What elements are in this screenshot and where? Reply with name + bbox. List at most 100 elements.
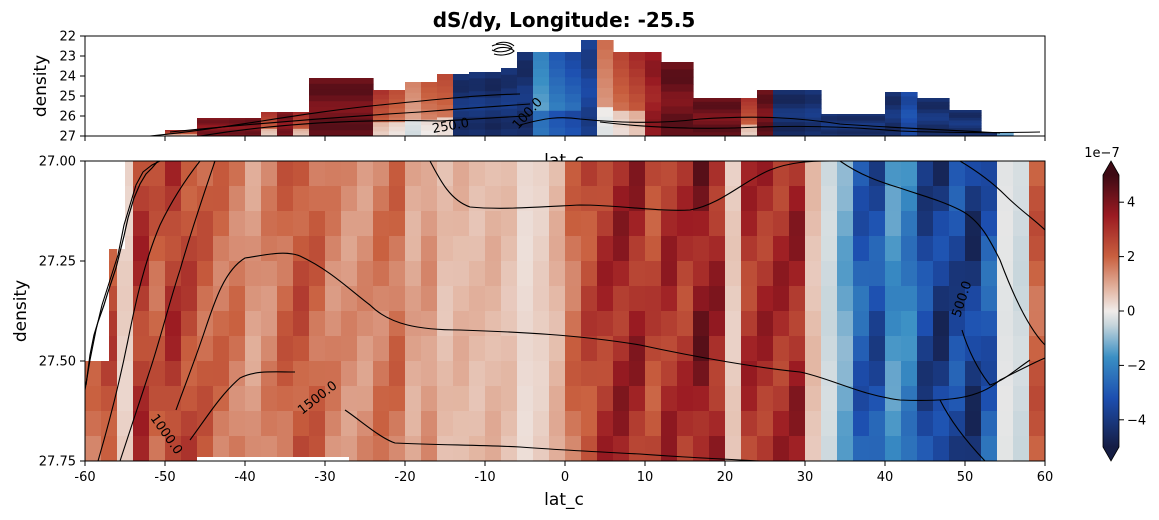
heatmap-cell (949, 211, 966, 237)
heatmap-cell (117, 411, 134, 437)
heatmap-cell (325, 83, 342, 91)
heatmap-cell (629, 186, 646, 212)
heatmap-cell (565, 94, 582, 103)
heatmap-cell (357, 107, 374, 114)
heatmap-cell (309, 101, 326, 108)
heatmap-cell (389, 211, 406, 237)
heatmap-cell (421, 109, 438, 115)
y-tick-label: 24 (59, 70, 76, 85)
heatmap-cell (965, 112, 982, 116)
heatmap-cell (917, 161, 934, 187)
heatmap-cell (469, 129, 486, 136)
heatmap-cell (277, 112, 294, 115)
heatmap-cell (165, 161, 182, 187)
heatmap-cell (1029, 211, 1045, 237)
heatmap-cell (949, 123, 966, 127)
heatmap-cell (933, 361, 950, 387)
bottom-contour-line (189, 371, 296, 441)
heatmap-cell (917, 132, 934, 136)
heatmap-cell (293, 261, 310, 287)
heatmap-cell (773, 361, 790, 387)
heatmap-cell (661, 62, 678, 70)
heatmap-cell (453, 111, 470, 118)
heatmap-cell (805, 131, 822, 136)
heatmap-cell (677, 236, 694, 262)
heatmap-cell (533, 60, 550, 70)
heatmap-cell (869, 261, 886, 287)
heatmap-cell (949, 436, 966, 461)
heatmap-cell (213, 411, 230, 437)
heatmap-cell (277, 211, 294, 237)
heatmap-cell (117, 361, 134, 387)
heatmap-cell (869, 361, 886, 387)
heatmap-cell (821, 114, 838, 117)
heatmap-cell (1029, 186, 1045, 212)
heatmap-cell (1029, 386, 1045, 412)
heatmap-cell (821, 361, 838, 387)
bottom-contour-line (839, 161, 1045, 346)
heatmap-cell (757, 261, 774, 287)
heatmap-cell (117, 436, 134, 461)
heatmap-cell (837, 125, 854, 128)
heatmap-cell (917, 105, 934, 110)
heatmap-cell (165, 411, 182, 437)
heatmap-cell (789, 122, 806, 128)
heatmap-cell (1029, 411, 1045, 437)
heatmap-cell (453, 336, 470, 362)
heatmap-cell (757, 103, 774, 109)
heatmap-cell (325, 130, 342, 136)
heatmap-cell (501, 88, 518, 96)
heatmap-cell (901, 109, 918, 115)
heatmap-cell (869, 161, 886, 187)
heatmap-cell (789, 94, 806, 100)
heatmap-cell (325, 89, 342, 96)
heatmap-cell (581, 107, 598, 118)
heatmap-cell (245, 311, 262, 337)
heatmap-cell (725, 311, 742, 337)
heatmap-cell (837, 118, 854, 122)
heatmap-cell (629, 52, 646, 61)
heatmap-cell (933, 286, 950, 312)
heatmap-cell (965, 211, 982, 237)
heatmap-cell (405, 361, 422, 387)
heatmap-cell (165, 336, 182, 362)
heatmap-cell (501, 211, 518, 237)
heatmap-cell (757, 286, 774, 312)
heatmap-cell (1013, 336, 1030, 362)
heatmap-cell (549, 85, 566, 95)
heatmap-cell (533, 77, 550, 87)
heatmap-cell (885, 286, 902, 312)
heatmap-cell (933, 411, 950, 437)
heatmap-cell (197, 119, 214, 123)
x-tick-label: -10 (474, 470, 495, 485)
heatmap-cell (485, 186, 502, 212)
heatmap-cell (517, 161, 534, 187)
heatmap-cell (309, 118, 326, 125)
heatmap-cell (277, 361, 294, 387)
heatmap-cell (485, 116, 502, 124)
heatmap-cell (789, 126, 806, 132)
heatmap-cell (933, 124, 950, 129)
heatmap-cell (533, 68, 550, 78)
bottom-contour-line (939, 399, 986, 461)
heatmap-cell (805, 108, 822, 114)
heatmap-cell (357, 361, 374, 387)
heatmap-cell (981, 336, 998, 362)
heatmap-cell (869, 127, 886, 130)
heatmap-cell (965, 236, 982, 262)
heatmap-cell (277, 114, 294, 118)
heatmap-cell (181, 336, 198, 362)
heatmap-cell (853, 122, 870, 126)
heatmap-cell (997, 311, 1014, 337)
heatmap-cell (245, 186, 262, 212)
heatmap-cell (389, 236, 406, 262)
heatmap-cell (501, 95, 518, 103)
heatmap-cell (149, 336, 166, 362)
heatmap-cell (741, 211, 758, 237)
heatmap-cell (357, 211, 374, 237)
heatmap-cell (309, 107, 326, 114)
heatmap-cell (693, 128, 710, 133)
heatmap-cell (821, 311, 838, 337)
heatmap-cell (693, 386, 710, 412)
heatmap-cell (437, 211, 454, 237)
